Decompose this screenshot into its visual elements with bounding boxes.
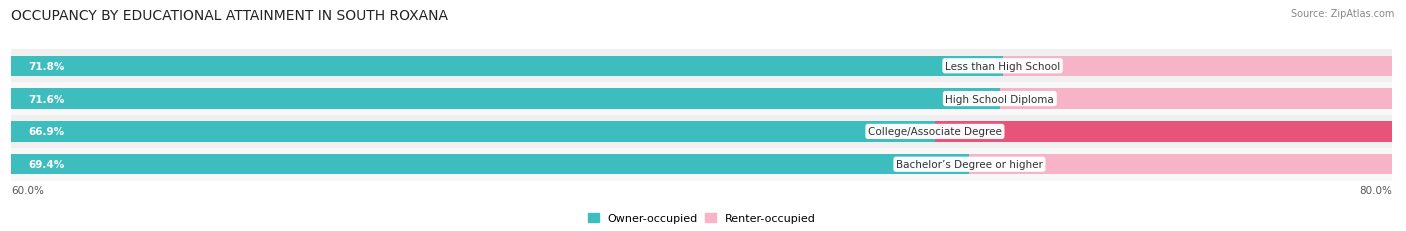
Text: Bachelor’s Degree or higher: Bachelor’s Degree or higher bbox=[896, 160, 1043, 170]
Bar bbox=[11, 83, 1392, 116]
Text: OCCUPANCY BY EDUCATIONAL ATTAINMENT IN SOUTH ROXANA: OCCUPANCY BY EDUCATIONAL ATTAINMENT IN S… bbox=[11, 9, 449, 23]
Bar bbox=[11, 122, 1392, 142]
Text: 69.4%: 69.4% bbox=[28, 160, 65, 170]
Text: Source: ZipAtlas.com: Source: ZipAtlas.com bbox=[1291, 9, 1395, 19]
Text: College/Associate Degree: College/Associate Degree bbox=[868, 127, 1002, 137]
Text: 60.0%: 60.0% bbox=[11, 185, 44, 195]
Bar bbox=[11, 89, 1000, 109]
Text: High School Diploma: High School Diploma bbox=[945, 94, 1054, 104]
Legend: Owner-occupied, Renter-occupied: Owner-occupied, Renter-occupied bbox=[583, 209, 820, 228]
Bar bbox=[11, 56, 1392, 77]
Text: 71.8%: 71.8% bbox=[28, 61, 65, 71]
Bar bbox=[11, 154, 1392, 175]
Bar bbox=[1000, 89, 1392, 109]
Text: Less than High School: Less than High School bbox=[945, 61, 1060, 71]
Bar bbox=[11, 89, 1392, 109]
Bar bbox=[11, 56, 1002, 77]
Bar bbox=[11, 148, 1392, 181]
Bar bbox=[935, 122, 1392, 142]
Bar bbox=[11, 154, 970, 175]
Bar bbox=[1002, 56, 1392, 77]
Bar bbox=[11, 116, 1392, 148]
Bar bbox=[970, 154, 1392, 175]
Text: 66.9%: 66.9% bbox=[28, 127, 65, 137]
Text: 71.6%: 71.6% bbox=[28, 94, 65, 104]
Text: 80.0%: 80.0% bbox=[1360, 185, 1392, 195]
Bar bbox=[11, 122, 935, 142]
Bar bbox=[11, 50, 1392, 83]
